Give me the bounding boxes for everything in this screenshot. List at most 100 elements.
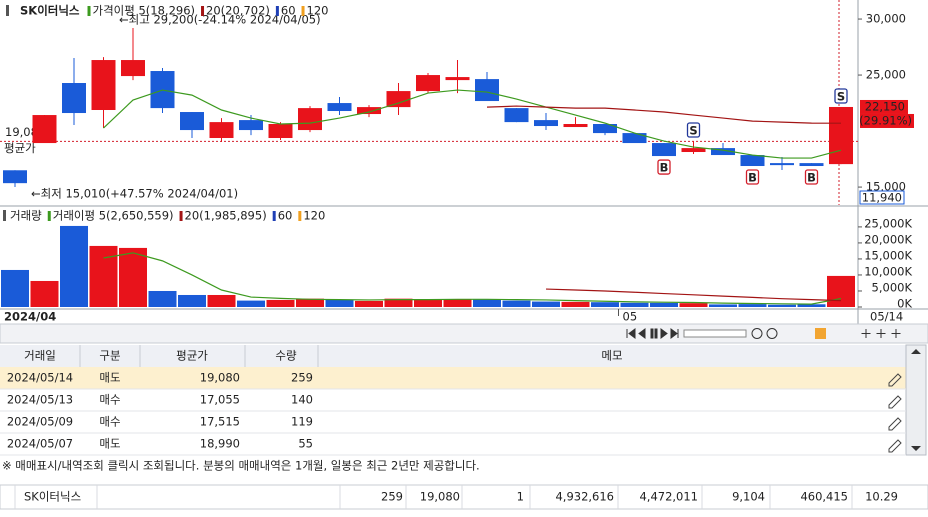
scrollbar[interactable] xyxy=(905,344,927,456)
zoom-out[interactable] xyxy=(751,328,763,339)
summary-cell: SK이터닉스 xyxy=(24,490,81,504)
trade-side: 매도 xyxy=(99,371,120,385)
candle-body xyxy=(62,83,86,114)
summary-cell: 9,104 xyxy=(732,490,765,504)
x-tick-label: 05 xyxy=(623,310,638,324)
trade-date: 2024/05/07 xyxy=(7,437,73,451)
trade-price: 17,055 xyxy=(200,393,240,407)
signal-badge xyxy=(804,169,819,185)
trade-qty: 259 xyxy=(291,371,313,385)
volume-bar xyxy=(237,300,265,307)
legend-swatch xyxy=(272,211,276,221)
zoom-in[interactable] xyxy=(766,328,778,339)
memo-edit-icon[interactable] xyxy=(888,439,902,453)
tool-icon[interactable] xyxy=(815,328,826,339)
legend-label: 120 xyxy=(307,4,329,18)
volume-bar xyxy=(30,280,59,307)
y-tick-label: 15,000K xyxy=(864,248,912,262)
trade-price: 19,080 xyxy=(200,371,240,385)
signal-badge xyxy=(657,159,671,175)
signal-label: S xyxy=(837,89,845,103)
volume-bar xyxy=(119,247,147,307)
legend-swatch xyxy=(275,6,279,16)
change-label: (29.91%) xyxy=(859,113,912,127)
candle-body xyxy=(829,106,853,165)
y-tick-label: 20,000K xyxy=(864,232,912,246)
scroll-track[interactable] xyxy=(683,329,747,338)
candle-body xyxy=(622,133,647,144)
candle-body xyxy=(504,108,529,123)
volume-bar xyxy=(384,298,413,307)
toolbar xyxy=(0,323,928,344)
summary-cell: 1 xyxy=(517,490,524,504)
legend-swatch xyxy=(47,211,51,221)
candle-body xyxy=(770,163,794,166)
average-price-name: 평균가 xyxy=(4,141,36,155)
column-header: 수량 xyxy=(275,349,297,363)
nav-buttons[interactable] xyxy=(626,328,679,339)
legend-label: 거래이평 5(2,650,559) xyxy=(53,209,174,223)
column-header: 구분 xyxy=(99,349,120,363)
candle-body xyxy=(652,143,676,157)
legend-label: 60 xyxy=(278,209,293,223)
legend-label: 20(1,985,895) xyxy=(185,209,267,223)
signal-badge xyxy=(686,122,701,138)
bottom-price-box xyxy=(859,190,905,205)
volume-bar xyxy=(768,304,796,307)
candle-body xyxy=(209,122,234,139)
column-header: 메모 xyxy=(601,349,622,363)
signal-label: B xyxy=(807,171,816,185)
volume-bar xyxy=(266,299,295,307)
candle-body xyxy=(327,103,352,112)
y-tick-label: 25,000 xyxy=(866,68,906,82)
legend-label: 120 xyxy=(303,209,325,223)
candle-body xyxy=(357,107,381,115)
last-price-label: 22,150 xyxy=(865,99,905,113)
volume-bar xyxy=(797,304,826,307)
trade-side: 매수 xyxy=(99,393,120,407)
volume-bar xyxy=(827,275,855,307)
candle-body xyxy=(475,79,499,102)
trade-date: 2024/05/13 xyxy=(7,393,73,407)
legend-swatch xyxy=(201,6,205,16)
volume-bar xyxy=(355,300,383,307)
candle-body xyxy=(593,124,617,134)
candle-body xyxy=(740,155,765,167)
y-tick-label: 10,000K xyxy=(864,264,912,278)
volume-bar xyxy=(738,304,767,307)
candle-body xyxy=(3,170,27,184)
memo-edit-icon[interactable] xyxy=(888,417,902,431)
volume-bar xyxy=(148,290,177,307)
legend-label: 가격이평 5(18,296) xyxy=(93,4,196,18)
signal-badge xyxy=(834,88,848,104)
crosshair-tools[interactable] xyxy=(861,329,901,338)
candle-body xyxy=(416,75,440,92)
ma-line xyxy=(486,105,842,124)
trade-date: 2024/05/09 xyxy=(7,415,73,429)
candle-body xyxy=(711,148,735,156)
chart-title: SK이터닉스 xyxy=(20,4,80,18)
memo-edit-icon[interactable] xyxy=(888,373,902,387)
signal-label: S xyxy=(689,124,697,138)
candle-body xyxy=(386,91,411,108)
x-tick-label: 05/14 xyxy=(870,310,903,324)
summary-cell: 460,415 xyxy=(800,490,848,504)
low-annotation: ←최저 15,010(+47.57% 2024/04/01) xyxy=(31,186,238,200)
y-tick-label: 5,000K xyxy=(872,280,913,294)
legend-swatch xyxy=(179,211,183,221)
volume-title: 거래량 xyxy=(10,209,42,223)
volume-bar xyxy=(709,304,737,307)
volume-ma-line xyxy=(103,252,842,305)
y-tick-label: 15,000 xyxy=(866,180,906,194)
candle-body xyxy=(445,77,470,81)
volume-bar xyxy=(325,299,354,307)
volume-bar xyxy=(620,302,649,307)
memo-edit-icon[interactable] xyxy=(888,395,902,409)
trade-date: 2024/05/14 xyxy=(7,371,73,385)
bottom-price-label: 11,940 xyxy=(862,191,902,205)
candle-body xyxy=(268,124,293,139)
summary-cell: 4,932,616 xyxy=(555,490,614,504)
y-tick-label: 0K xyxy=(897,297,912,311)
selected-row[interactable] xyxy=(0,367,906,389)
